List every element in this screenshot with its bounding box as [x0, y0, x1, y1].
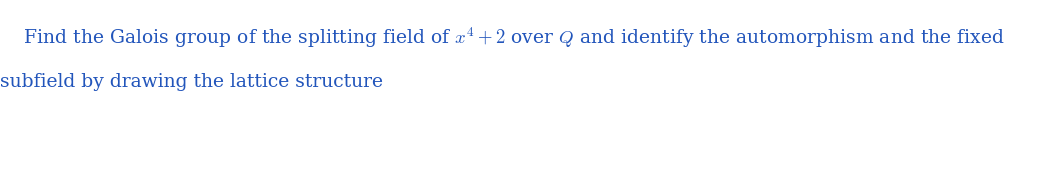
Text: subfield by drawing the lattice structure: subfield by drawing the lattice structur… [0, 73, 383, 91]
Text: Find the Galois group of the splitting field of $x^4 + 2$ over $Q$ and identify : Find the Galois group of the splitting f… [0, 25, 1005, 50]
